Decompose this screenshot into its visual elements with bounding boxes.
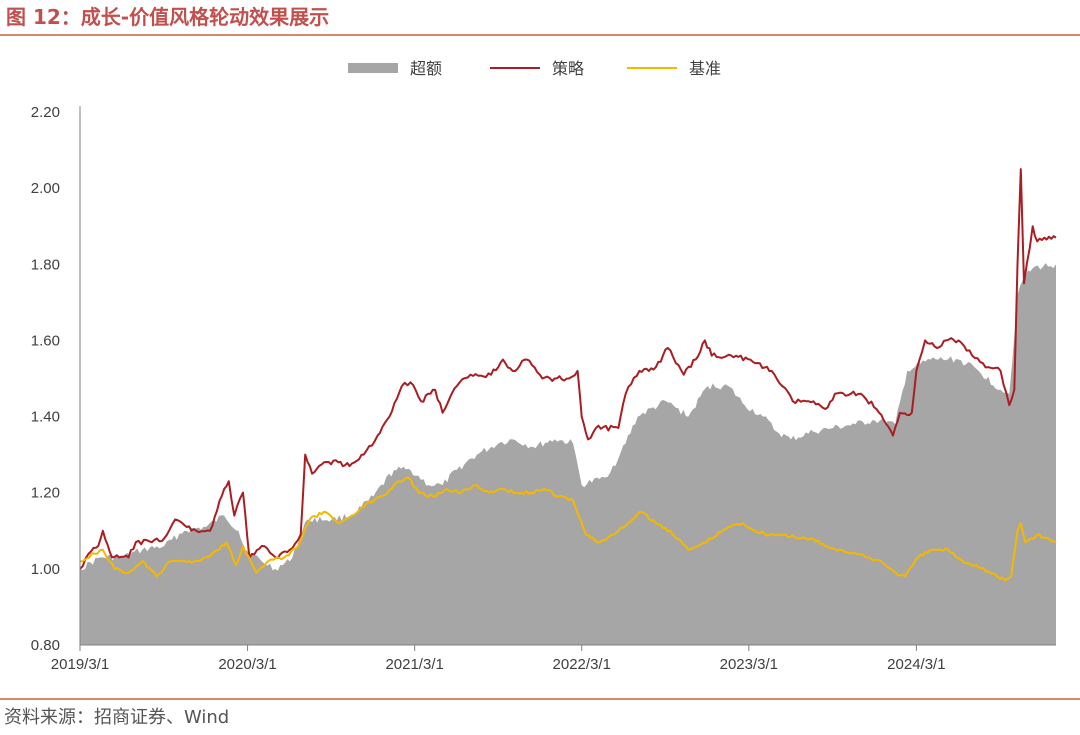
y-tick-label: 1.40 xyxy=(31,409,60,426)
figure-title: 图 12：成长-价值风格轮动效果展示 xyxy=(6,5,330,29)
y-tick-label: 1.20 xyxy=(31,485,60,502)
legend-label: 策略 xyxy=(552,59,584,78)
legend-swatch-excess xyxy=(348,63,398,73)
x-tick-label: 2024/3/1 xyxy=(887,656,945,673)
title-rule xyxy=(0,34,1080,36)
x-tick-label: 2019/3/1 xyxy=(51,656,109,673)
x-tick-label: 2020/3/1 xyxy=(218,656,276,673)
y-tick-label: 0.80 xyxy=(31,637,60,654)
footer-rule xyxy=(0,698,1080,700)
y-tick-label: 1.00 xyxy=(31,561,60,578)
plot-area xyxy=(79,168,1057,645)
chart-legend: 超额 策略 基准 xyxy=(348,59,721,78)
x-tick-label: 2023/3/1 xyxy=(720,656,778,673)
x-tick-label: 2021/3/1 xyxy=(385,656,443,673)
source-note: 资料来源：招商证券、Wind xyxy=(4,707,230,728)
y-tick-label: 2.00 xyxy=(31,180,60,197)
legend-label: 超额 xyxy=(410,59,442,78)
x-axis-tick-labels: 2019/3/1 2020/3/1 2021/3/1 2022/3/1 2023/3/1… xyxy=(51,656,946,673)
series-strategy-line xyxy=(79,168,1057,570)
style-rotation-chart: 超额 策略 基准 0.801.001.201.401.601.802.002.20 … xyxy=(31,59,1057,673)
series-excess-area xyxy=(80,263,1056,645)
y-tick-label: 1.60 xyxy=(31,332,60,349)
series-benchmark-line xyxy=(79,476,1057,582)
legend-label: 基准 xyxy=(689,59,721,78)
x-tick-label: 2022/3/1 xyxy=(553,656,611,673)
y-tick-label: 2.20 xyxy=(31,104,60,121)
y-tick-label: 1.80 xyxy=(31,256,60,273)
y-axis-tick-labels: 0.80 1.00 1.20 1.40 1.60 1.80 2.00 2.20 xyxy=(31,104,60,654)
chart-axes xyxy=(79,106,1056,651)
